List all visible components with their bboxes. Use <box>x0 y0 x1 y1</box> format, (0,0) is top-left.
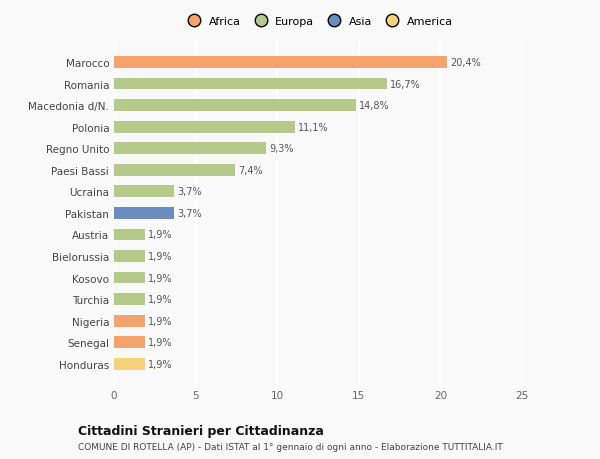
Text: 1,9%: 1,9% <box>148 230 173 240</box>
Text: 16,7%: 16,7% <box>390 79 421 90</box>
Bar <box>114 100 356 112</box>
Text: COMUNE DI ROTELLA (AP) - Dati ISTAT al 1° gennaio di ogni anno - Elaborazione TU: COMUNE DI ROTELLA (AP) - Dati ISTAT al 1… <box>78 442 503 451</box>
Text: 1,9%: 1,9% <box>148 359 173 369</box>
Bar <box>114 251 145 263</box>
Bar <box>114 78 386 90</box>
Text: 3,7%: 3,7% <box>178 208 202 218</box>
Bar <box>114 143 266 155</box>
Text: 1,9%: 1,9% <box>148 295 173 304</box>
Text: 1,9%: 1,9% <box>148 252 173 262</box>
Bar <box>114 57 447 69</box>
Text: 1,9%: 1,9% <box>148 337 173 347</box>
Bar <box>114 186 175 198</box>
Text: 9,3%: 9,3% <box>269 144 293 154</box>
Legend: Africa, Europa, Asia, America: Africa, Europa, Asia, America <box>179 12 457 31</box>
Text: 7,4%: 7,4% <box>238 165 263 175</box>
Text: 3,7%: 3,7% <box>178 187 202 197</box>
Bar <box>114 164 235 176</box>
Bar <box>114 207 175 219</box>
Bar <box>114 229 145 241</box>
Text: 1,9%: 1,9% <box>148 273 173 283</box>
Text: 14,8%: 14,8% <box>359 101 389 111</box>
Text: Cittadini Stranieri per Cittadinanza: Cittadini Stranieri per Cittadinanza <box>78 425 324 437</box>
Text: 20,4%: 20,4% <box>450 58 481 68</box>
Bar <box>114 122 295 133</box>
Bar <box>114 336 145 348</box>
Bar <box>114 315 145 327</box>
Bar <box>114 294 145 305</box>
Bar <box>114 358 145 370</box>
Bar <box>114 272 145 284</box>
Text: 11,1%: 11,1% <box>298 123 329 132</box>
Text: 1,9%: 1,9% <box>148 316 173 326</box>
